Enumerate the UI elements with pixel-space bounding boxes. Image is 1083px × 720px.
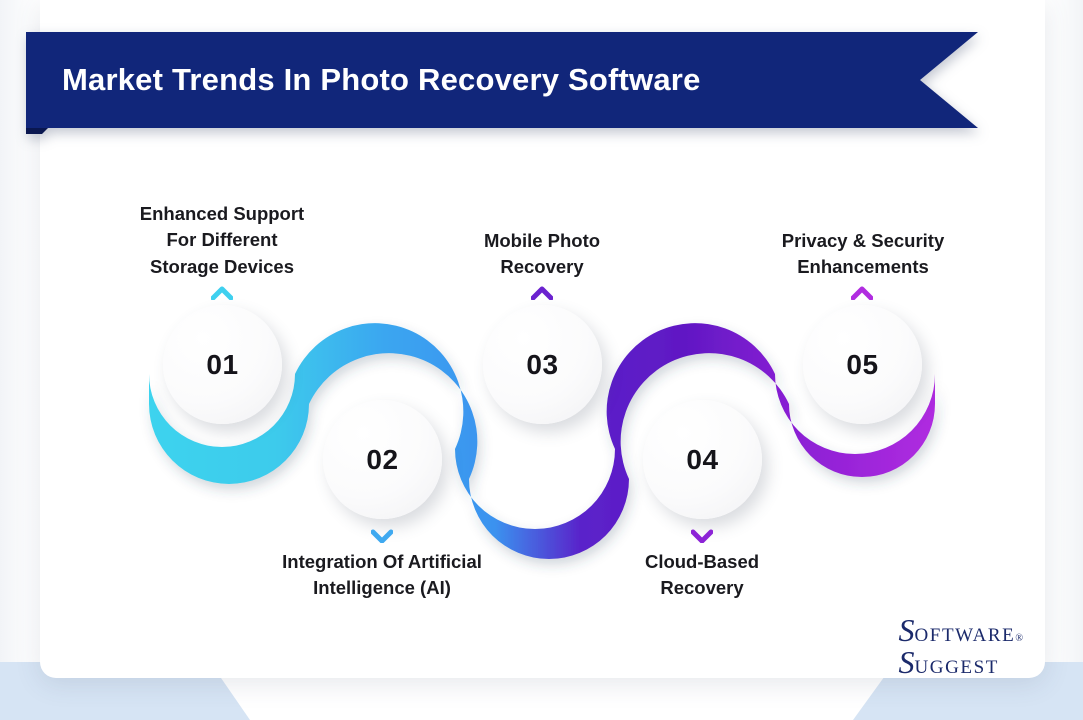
logo-text-suggest: UGGEST: [914, 656, 1000, 678]
step-label-01: Enhanced Support For Different Storage D…: [139, 203, 305, 277]
step-node-05[interactable]: 05: [803, 305, 922, 424]
step-label-03: Mobile Photo Recovery: [483, 230, 601, 278]
logo-text-software: OFTWARE: [914, 625, 1016, 647]
logo-line-suggest: S UGGEST: [898, 643, 1023, 680]
brand-logo: S OFTWARE ® S UGGEST: [898, 612, 1023, 680]
page-title: Market Trends In Photo Recovery Software: [62, 62, 701, 97]
chevron-down-icon-02: [371, 529, 393, 543]
chevron-down-icon-04: [691, 529, 713, 543]
logo-initial-s2: S: [898, 643, 915, 680]
logo-line-software: S OFTWARE ®: [898, 612, 1023, 649]
step-node-02[interactable]: 02: [323, 400, 442, 519]
chevron-up-icon-01: [211, 286, 233, 300]
logo-initial-s: S: [898, 612, 915, 649]
chevron-up-icon-03: [531, 286, 553, 300]
background-strip-right: [1043, 0, 1083, 720]
step-node-04[interactable]: 04: [643, 400, 762, 519]
chevron-up-icon-05: [851, 286, 873, 300]
registered-trademark-icon: ®: [1015, 633, 1023, 645]
banner-shape: [26, 32, 978, 134]
step-node-03[interactable]: 03: [483, 305, 602, 424]
header-banner: Market Trends In Photo Recovery Software: [26, 32, 978, 134]
step-label-04: Cloud-Based Recovery: [644, 551, 760, 599]
step-label-02: Integration Of Artificial Intelligence (…: [282, 551, 482, 599]
step-node-01[interactable]: 01: [163, 305, 282, 424]
step-label-05: Privacy & Security Enhancements: [781, 230, 945, 278]
